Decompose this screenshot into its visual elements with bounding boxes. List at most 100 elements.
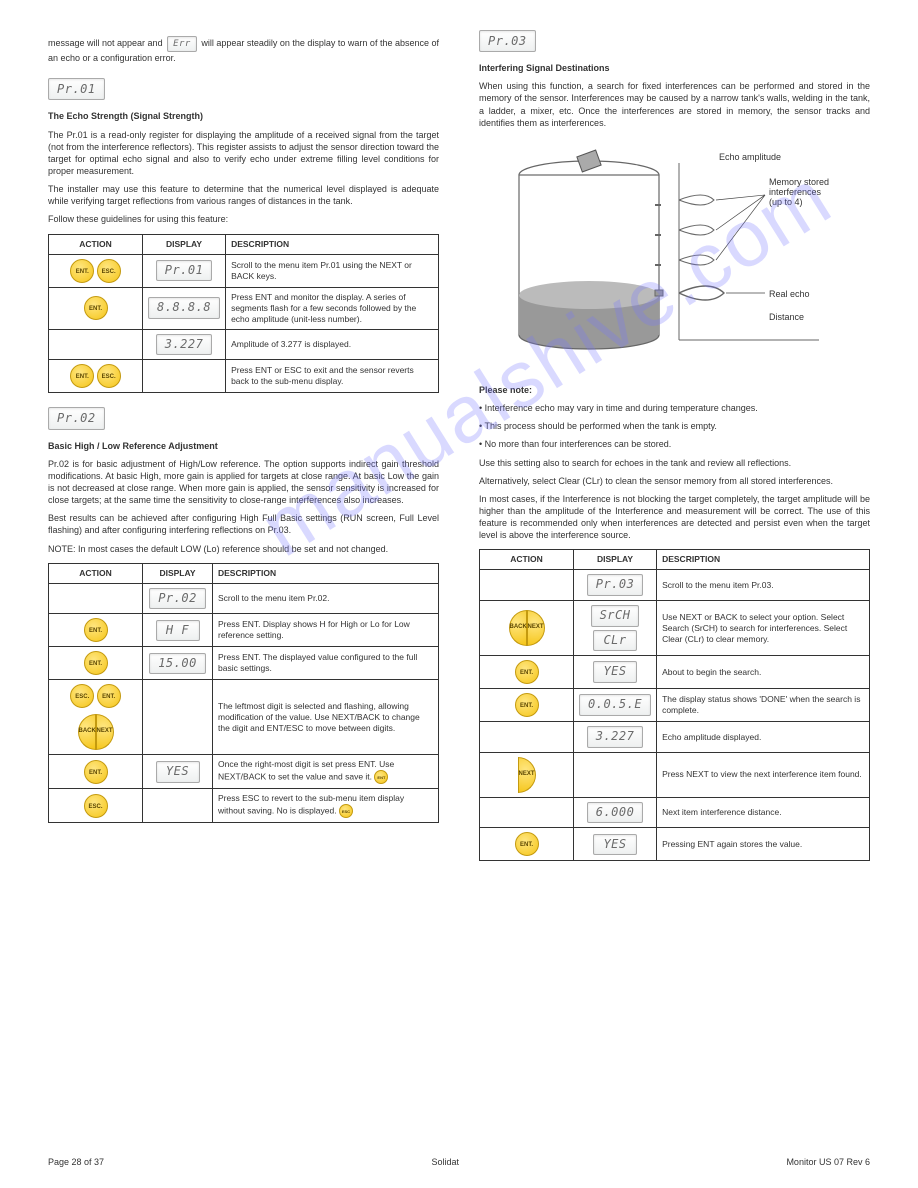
top-left-text: message will not appear and Err will app…	[48, 36, 439, 64]
diag-echo-amp: Echo amplitude	[719, 152, 781, 162]
esc-button[interactable]: ESC.	[70, 684, 94, 708]
ent-button[interactable]: ENT.	[84, 760, 108, 784]
table-row: ENT. 0.0.5.E The display status shows 'D…	[480, 689, 870, 722]
lcd-display: SrCH	[591, 605, 640, 627]
table-row: ENT. ESC. Pr.01 Scroll to the menu item …	[49, 254, 439, 287]
ent-button[interactable]: ENT.	[84, 651, 108, 675]
err-lcd: Err	[167, 36, 197, 52]
pr01-para2: The installer may use this feature to de…	[48, 183, 439, 207]
pr02-note: NOTE: In most cases the default LOW (Lo)…	[48, 543, 439, 555]
cell-desc: Press ENT. Display shows H for High or L…	[213, 614, 439, 647]
tank-diagram: Echo amplitude Memory storedinterference…	[479, 145, 839, 365]
svg-text:Real echo: Real echo	[769, 289, 810, 299]
pr01-lcd: Pr.01	[48, 78, 105, 100]
cell-desc: About to begin the search.	[657, 656, 870, 689]
pr02-title: Basic High / Low Reference Adjustment	[48, 440, 439, 452]
ent-button[interactable]: ENT.	[70, 364, 94, 388]
pr03-para1: When using this function, a search for f…	[479, 80, 870, 129]
table-row: 3.227 Amplitude of 3.277 is displayed.	[49, 329, 439, 360]
pr02-lcd-standalone: Pr.02	[48, 407, 439, 429]
th-desc: DESCRIPTION	[657, 550, 870, 570]
lcd-display: YES	[593, 834, 637, 856]
ent-button[interactable]: ENT.	[97, 684, 121, 708]
table-row: ESC. Press ESC to revert to the sub-menu…	[49, 789, 439, 823]
table-row: NEXT Press NEXT to view the next interfe…	[480, 752, 870, 797]
ent-button[interactable]: ENT.	[515, 832, 539, 856]
cell-desc: Press ENT. The displayed value configure…	[213, 647, 439, 680]
footer-rev: Monitor US 07 Rev 6	[786, 1156, 870, 1168]
table-row: Pr.03 Scroll to the menu item Pr.03.	[480, 570, 870, 601]
cell-desc: Pressing ENT again stores the value.	[657, 828, 870, 861]
ent-button[interactable]: ENT.	[84, 296, 108, 320]
lcd-display: 8.8.8.8	[148, 297, 220, 319]
cell-desc: Scroll to the menu item Pr.03.	[657, 570, 870, 601]
table-row: ENT. 8.8.8.8 Press ENT and monitor the d…	[49, 287, 439, 329]
back-button[interactable]: BACK	[78, 714, 96, 750]
cell-desc: Scroll to the menu item Pr.01 using the …	[226, 254, 439, 287]
svg-text:Distance: Distance	[769, 312, 804, 322]
ent-button[interactable]: ENT.	[70, 259, 94, 283]
next-button[interactable]: NEXT	[527, 610, 545, 646]
back-button[interactable]: BACK	[509, 610, 527, 646]
cell-desc: The display status shows 'DONE' when the…	[657, 689, 870, 722]
esc-button[interactable]: ESC.	[97, 259, 121, 283]
pr03-para2: Use this setting also to search for echo…	[479, 457, 870, 469]
esc-button[interactable]: ESC.	[84, 794, 108, 818]
th-action: ACTION	[49, 234, 143, 254]
th-action: ACTION	[480, 550, 574, 570]
cell-desc: Scroll to the menu item Pr.02.	[213, 583, 439, 614]
lcd-display: 6.000	[587, 802, 644, 824]
table-row: ENT. YES About to begin the search.	[480, 656, 870, 689]
ent-button[interactable]: ENT.	[515, 693, 539, 717]
esc-button-small[interactable]: ESC	[339, 804, 353, 818]
page-footer: Page 28 of 37 Solidat Monitor US 07 Rev …	[48, 1156, 870, 1168]
cell-desc: Amplitude of 3.277 is displayed.	[226, 329, 439, 360]
table-row: 3.227 Echo amplitude displayed.	[480, 722, 870, 753]
pr01-table: ACTIONDISPLAYDESCRIPTION ENT. ESC. Pr.01…	[48, 234, 439, 394]
th-desc: DESCRIPTION	[213, 563, 439, 583]
lcd-display: H F	[156, 620, 200, 642]
pr03-note2: • This process should be performed when …	[479, 420, 870, 432]
cell-desc: Once the right-most digit is set press E…	[213, 755, 439, 789]
table-row: ENT. YES Once the right-most digit is se…	[49, 755, 439, 789]
table-row: ESC. ENT. BACKNEXT The leftmost digit is…	[49, 680, 439, 755]
table-row: ENT. ESC. Press ENT or ESC to exit and t…	[49, 360, 439, 393]
pr03-title: Interfering Signal Destinations	[479, 62, 870, 74]
cell-desc: Press NEXT to view the next interference…	[657, 752, 870, 797]
cell-desc: Press ENT and monitor the display. A ser…	[226, 287, 439, 329]
lcd-display: CLr	[593, 630, 637, 652]
th-action: ACTION	[49, 563, 143, 583]
pr02-para2: Best results can be achieved after confi…	[48, 512, 439, 536]
lcd-display: YES	[156, 761, 200, 783]
lcd-display: 0.0.5.E	[579, 694, 651, 716]
table-row: ENT. H F Press ENT. Display shows H for …	[49, 614, 439, 647]
pr01-lcd-standalone: Pr.01	[48, 78, 439, 100]
pr01-para1: The Pr.01 is a read-only register for di…	[48, 129, 439, 178]
ent-button[interactable]: ENT.	[515, 660, 539, 684]
pr02-lcd: Pr.02	[48, 407, 105, 429]
esc-button[interactable]: ESC.	[97, 364, 121, 388]
th-display: DISPLAY	[143, 563, 213, 583]
cell-desc: Echo amplitude displayed.	[657, 722, 870, 753]
next-button[interactable]: NEXT	[518, 757, 536, 793]
lcd-display: Pr.01	[156, 260, 213, 282]
svg-text:Memory storedinterferences(up: Memory storedinterferences(up to 4)	[769, 177, 829, 207]
footer-page: Page 28 of 37	[48, 1156, 104, 1168]
th-display: DISPLAY	[143, 234, 226, 254]
pr03-note3: • No more than four interferences can be…	[479, 438, 870, 450]
ent-button-small[interactable]: ENT	[374, 770, 388, 784]
pr02-table: ACTIONDISPLAYDESCRIPTION Pr.02 Scroll to…	[48, 563, 439, 824]
pr03-para4: In most cases, if the Interference is no…	[479, 493, 870, 542]
footer-brand: Solidat	[431, 1156, 459, 1168]
cell-desc: Press ESC to revert to the sub-menu item…	[213, 789, 439, 823]
lcd-display: 3.227	[156, 334, 213, 356]
table-row: BACKNEXT SrCHCLr Use NEXT or BACK to sel…	[480, 601, 870, 656]
table-row: ENT. YES Pressing ENT again stores the v…	[480, 828, 870, 861]
cell-desc: Press ENT or ESC to exit and the sensor …	[226, 360, 439, 393]
table-row: ENT. 15.00 Press ENT. The displayed valu…	[49, 647, 439, 680]
cell-desc: Next item interference distance.	[657, 797, 870, 828]
ent-button[interactable]: ENT.	[84, 618, 108, 642]
next-button[interactable]: NEXT	[96, 714, 114, 750]
lcd-display: Pr.02	[149, 588, 206, 610]
pr03-table: ACTIONDISPLAYDESCRIPTION Pr.03 Scroll to…	[479, 549, 870, 861]
